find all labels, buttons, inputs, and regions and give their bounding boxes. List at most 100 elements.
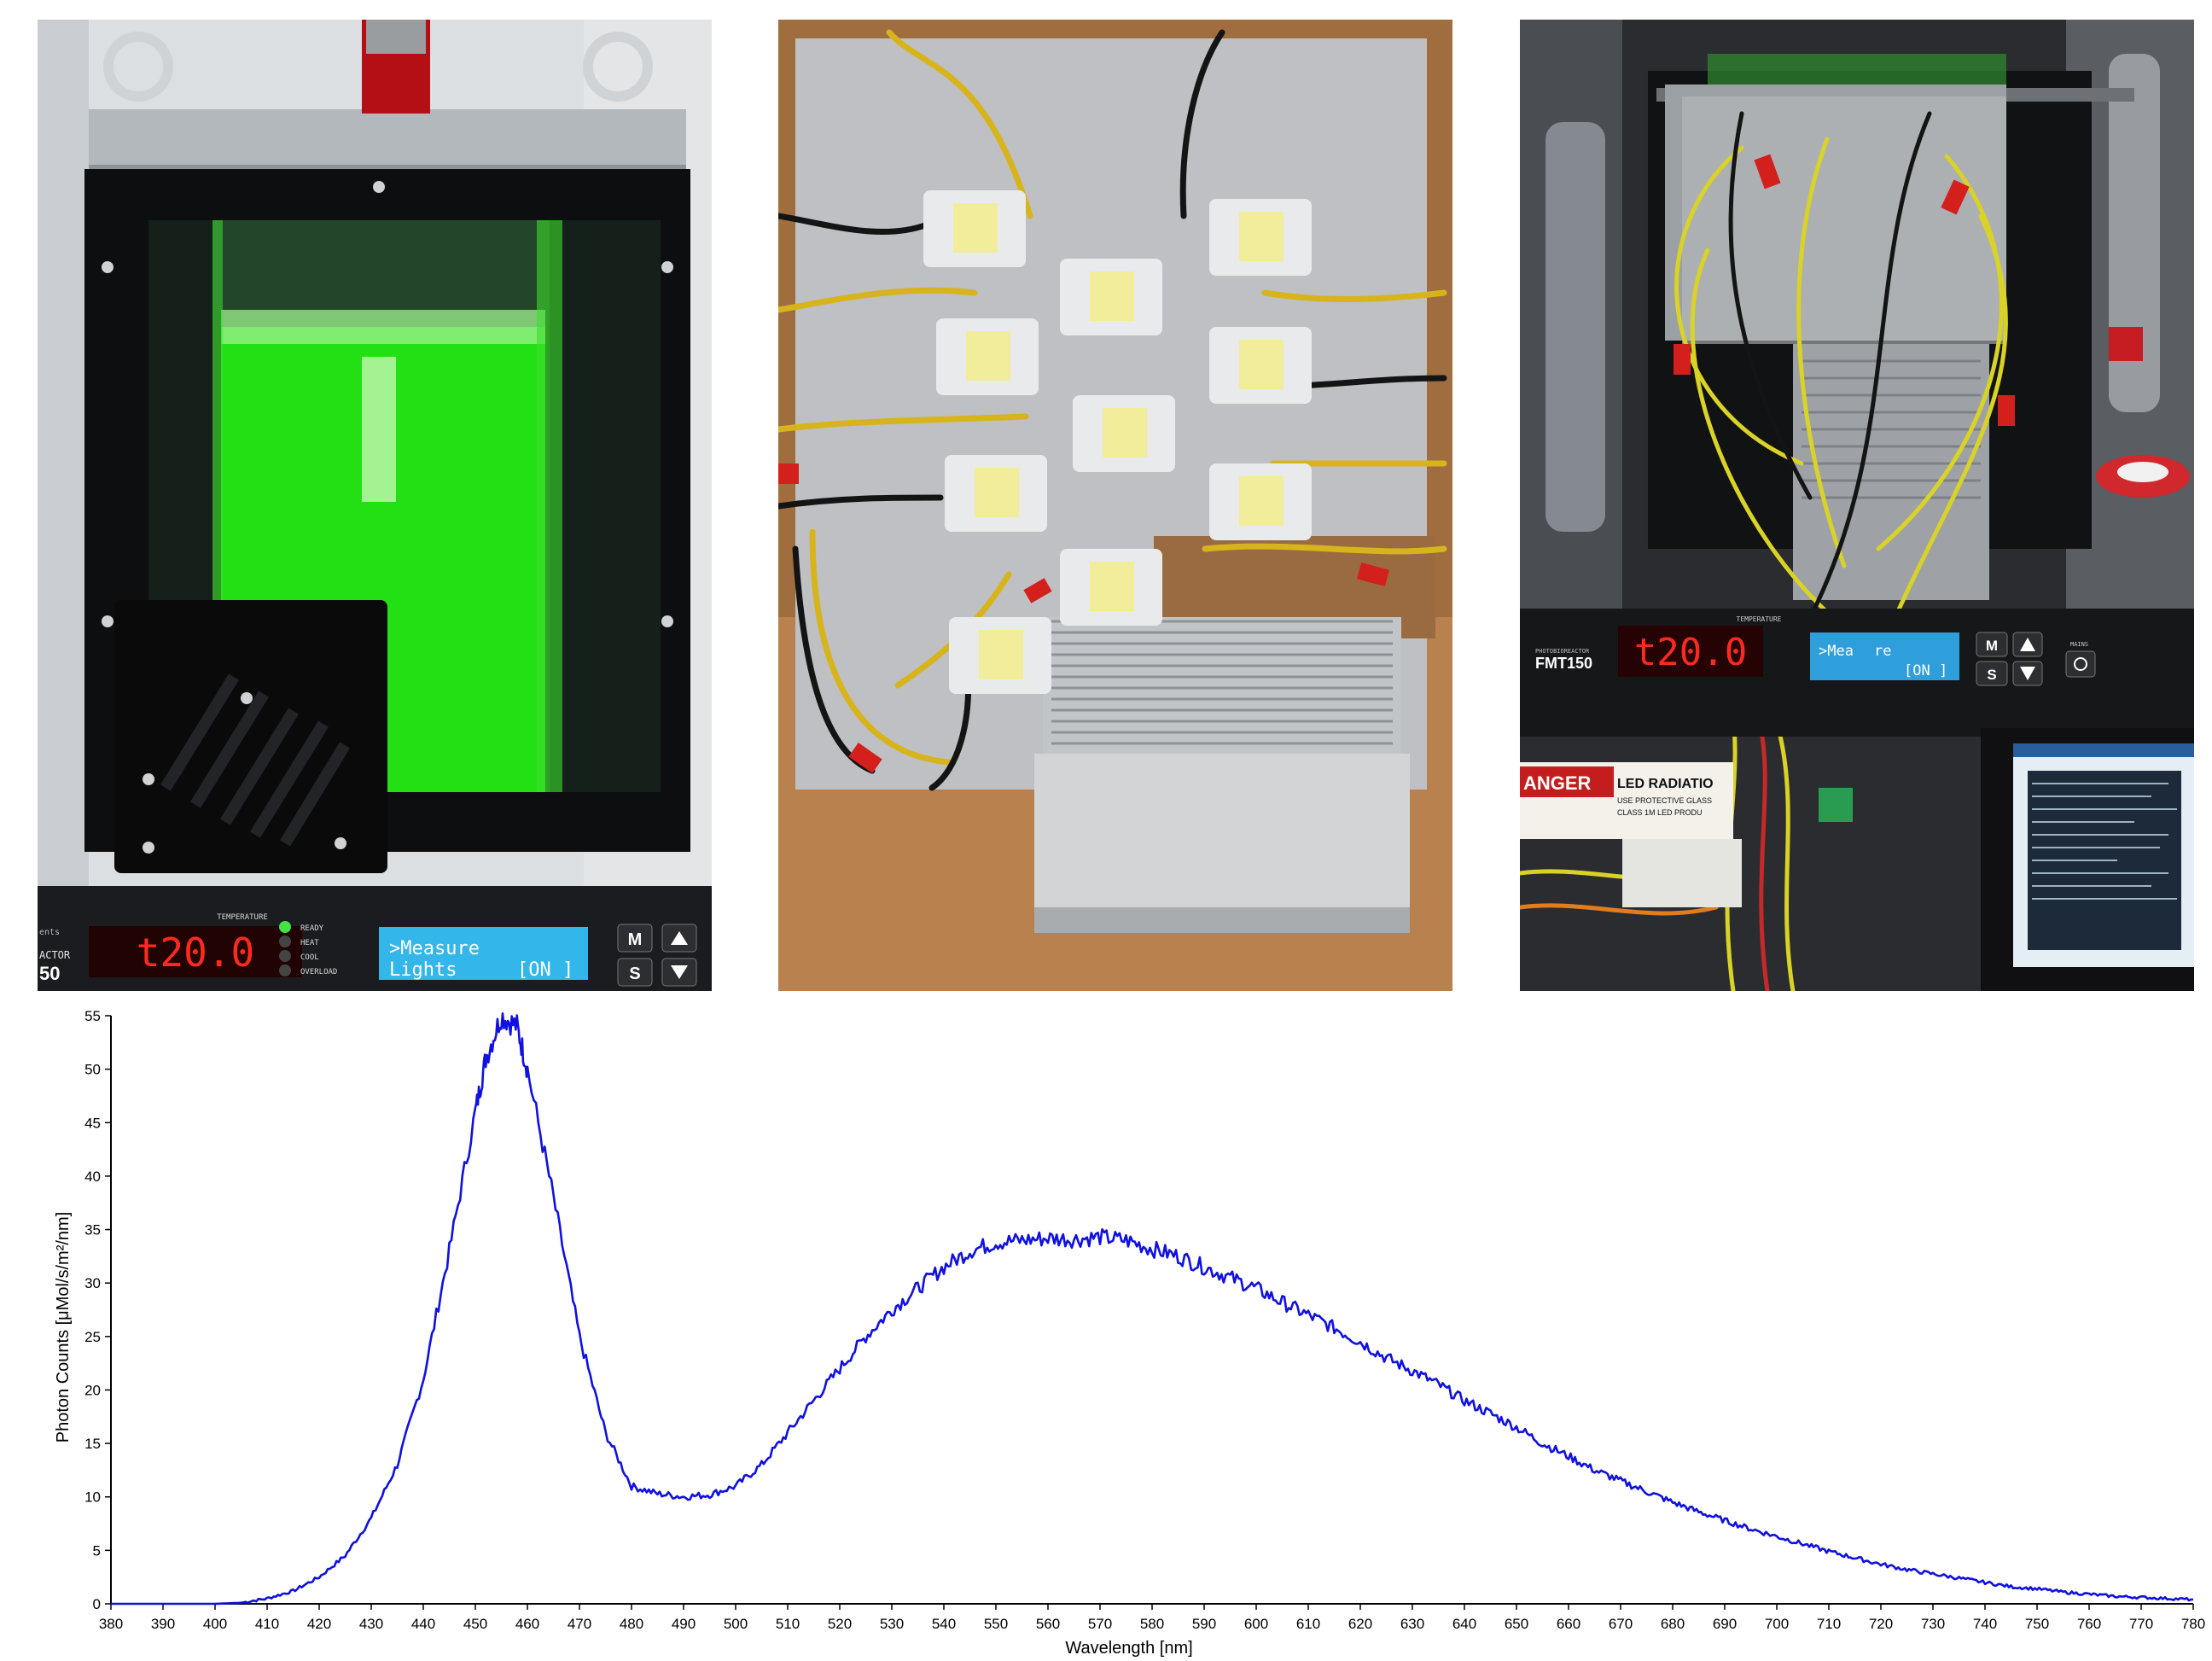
photo-reactor: TEMPERATURE t20.0 READY HEAT COOL OVERLO… (38, 20, 712, 991)
y-tick-label: 45 (84, 1115, 101, 1131)
x-tick-label: 760 (2077, 1616, 2101, 1632)
lifting-eye (583, 32, 653, 102)
x-tick-label: 680 (1661, 1616, 1685, 1632)
ready-led (279, 921, 291, 933)
y-tick-label: 5 (93, 1542, 101, 1559)
x-tick-label: 720 (1869, 1616, 1893, 1632)
warning-title: LED RADIATIO (1617, 777, 1714, 791)
x-tick-label: 440 (411, 1616, 435, 1632)
up-arrow-icon (671, 931, 688, 945)
cool-led (279, 950, 291, 962)
status-label-overload: OVERLOAD (300, 968, 337, 976)
x-axis-label: Wavelength [nm] (1065, 1639, 1192, 1657)
down-arrow-icon (2020, 667, 2035, 680)
x-tick-label: 420 (307, 1616, 331, 1632)
status-label-cool: COOL (300, 953, 319, 962)
photo-led-array (778, 20, 1452, 991)
heat-sink-base (1034, 754, 1410, 933)
x-tick-label: 650 (1505, 1616, 1528, 1632)
x-tick-label: 510 (776, 1616, 800, 1632)
temperature-readout: t20.0 (137, 930, 254, 976)
lcd-screen (1810, 632, 1959, 680)
x-tick-label: 660 (1557, 1616, 1580, 1632)
lifting-eye (103, 32, 173, 102)
x-tick-label: 610 (1296, 1616, 1320, 1632)
power-icon (2074, 657, 2087, 671)
glass-vessel (2109, 54, 2160, 412)
x-tick-label: 470 (568, 1616, 591, 1632)
warning-line1: USE PROTECTIVE GLASS (1617, 796, 1712, 805)
s-key-label: S (629, 965, 640, 983)
x-tick-label: 740 (1973, 1616, 1997, 1632)
temperature-display (1618, 626, 1763, 677)
y-tick-label: 15 (84, 1436, 101, 1452)
y-tick-label: 50 (84, 1062, 101, 1078)
x-tick-label: 400 (203, 1616, 227, 1632)
m-key-label: M (628, 930, 643, 949)
x-tick-label: 620 (1348, 1616, 1372, 1632)
m-key[interactable] (617, 924, 653, 953)
heat-led (279, 935, 291, 947)
y-tick-label: 30 (84, 1275, 101, 1291)
x-tick-label: 390 (151, 1616, 175, 1632)
x-tick-label: 560 (1036, 1616, 1060, 1632)
x-tick-label: 770 (2129, 1616, 2153, 1632)
x-tick-label: 700 (1765, 1616, 1789, 1632)
y-tick-label: 10 (84, 1489, 101, 1506)
x-tick-label: 520 (828, 1616, 852, 1632)
status-label-ready: READY (300, 924, 324, 933)
glass-vessel (1545, 122, 1605, 532)
x-tick-label: 450 (463, 1616, 487, 1632)
spectrum-chart: 380 390 400 410 420 430 440 450 460 470 480 490 500 5… (0, 992, 2212, 1658)
heat-sink (1793, 344, 1989, 600)
x-tick-label: 530 (880, 1616, 904, 1632)
heat-sink (1043, 617, 1401, 762)
fan-unit (114, 600, 387, 873)
x-tick-label: 380 (99, 1616, 123, 1632)
overload-led (279, 965, 291, 976)
lcd-line1: >Mea (1819, 643, 1854, 660)
spectrum-series-line (111, 1012, 2194, 1606)
y-axis-label: Photon Counts [μMol/s/m²/nm] (54, 1212, 73, 1443)
y-tick-label: 35 (84, 1222, 101, 1238)
temperature-readout: t20.0 (1634, 631, 1747, 674)
lcd-state: [ON ] (517, 959, 573, 981)
x-tick-label: 780 (2181, 1616, 2205, 1632)
s-key[interactable] (1976, 661, 2008, 686)
led-chip-grid (923, 190, 1312, 694)
y-tick-label: 25 (84, 1329, 101, 1345)
x-tick-label: 670 (1609, 1616, 1633, 1632)
x-tick-label: 490 (672, 1616, 696, 1632)
temperature-display (89, 926, 302, 977)
y-tick-label: 20 (84, 1382, 101, 1398)
y-tick-label: 0 (93, 1596, 101, 1612)
x-tick-label: 570 (1088, 1616, 1112, 1632)
m-key[interactable] (1976, 632, 2008, 657)
x-ticks: 380 390 400 410 420 430 440 450 460 470 480 490 500 5… (99, 1604, 2205, 1632)
x-tick-label: 710 (1817, 1616, 1841, 1632)
display-header: TEMPERATURE (1737, 615, 1782, 623)
photo-mounted-setup: TEMPERATURE t20.0 PHOTOBIOREACTOR FMT150… (1520, 20, 2194, 991)
mains-switch[interactable] (2065, 650, 2096, 678)
model-fragment-number: 50 (39, 963, 60, 984)
x-tick-label: 750 (2025, 1616, 2049, 1632)
s-key[interactable] (617, 958, 653, 987)
lcd-line2: Lights (389, 959, 457, 981)
status-leds (279, 921, 291, 976)
x-tick-label: 590 (1192, 1616, 1216, 1632)
y-tick-label: 40 (84, 1169, 101, 1185)
x-tick-label: 550 (984, 1616, 1008, 1632)
chart-axes (110, 1016, 2193, 1605)
model-sublabel: PHOTOBIOREACTOR (1535, 648, 1590, 655)
model-label: FMT150 (1535, 655, 1592, 672)
s-key-label: S (1987, 667, 1996, 683)
x-tick-label: 690 (1713, 1616, 1737, 1632)
y-tick-label: 55 (84, 1008, 101, 1024)
breadboard (1622, 839, 1742, 907)
x-tick-label: 480 (620, 1616, 643, 1632)
x-tick-label: 540 (932, 1616, 956, 1632)
lcd-state: [ON ] (1904, 662, 1947, 679)
danger-label: ANGER (1523, 772, 1592, 794)
x-tick-label: 600 (1244, 1616, 1268, 1632)
y-ticks: 0 5 10 15 20 25 30 35 40 45 50 55 (84, 1008, 111, 1612)
